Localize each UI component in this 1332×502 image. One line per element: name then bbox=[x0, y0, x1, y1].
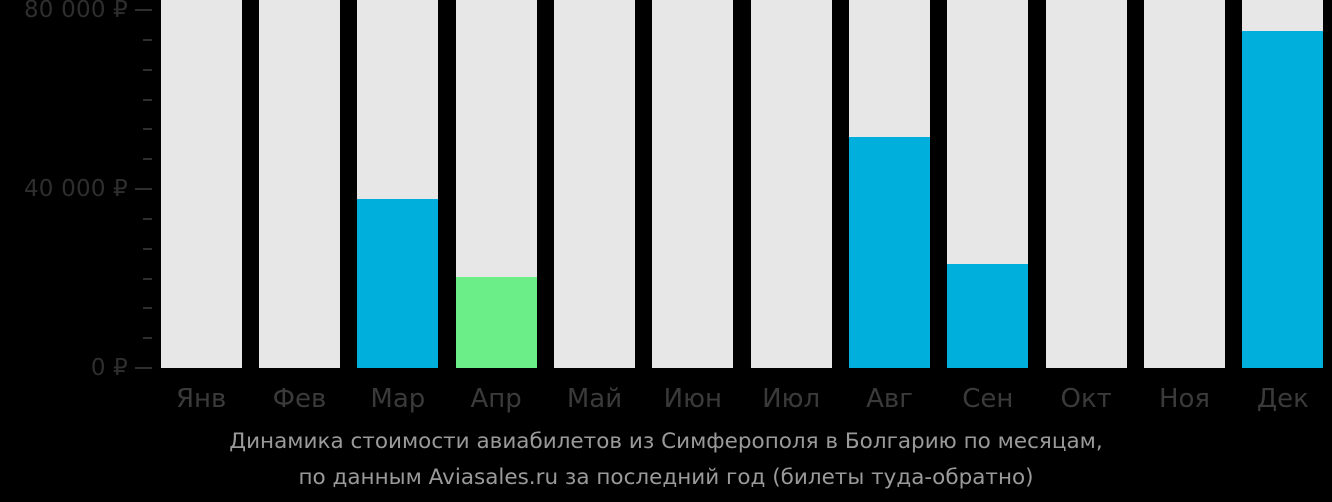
bar-group[interactable]: Май bbox=[554, 0, 635, 502]
y-axis-tick-label: 80 000 ₽ bbox=[23, 0, 128, 23]
y-axis-tick-mark-icon bbox=[135, 9, 152, 11]
bar-group[interactable]: Ноя bbox=[1144, 0, 1225, 502]
x-axis-month-label: Июл bbox=[762, 384, 821, 414]
x-axis-month-label: Мар bbox=[370, 384, 426, 414]
bar-track bbox=[160, 0, 242, 368]
x-axis-month-label: Фев bbox=[272, 384, 327, 414]
plot-area: Янв Фев Мар Апр Май Июн Июл Авг Сен Окт Ноя Дек bbox=[152, 0, 1332, 502]
x-axis-month-label: Авг bbox=[866, 384, 913, 414]
bar-group[interactable]: Июл bbox=[750, 0, 832, 502]
y-axis-tick-mark-icon bbox=[143, 247, 152, 250]
bar-track bbox=[750, 0, 832, 368]
y-axis: 80 000 ₽ 40 000 ₽ 0 ₽ bbox=[0, 0, 152, 502]
y-axis-tick-label: 40 000 ₽ bbox=[23, 175, 128, 202]
x-axis-month-label: Янв bbox=[175, 384, 227, 414]
y-axis-tick-mark-icon bbox=[143, 38, 152, 41]
x-axis-month-label: Май bbox=[566, 384, 623, 414]
bar-value[interactable] bbox=[849, 137, 930, 368]
bar-track bbox=[1045, 0, 1127, 368]
bar-track bbox=[259, 0, 340, 368]
x-axis-month-label: Апр bbox=[470, 384, 522, 414]
x-axis-month-label: Дек bbox=[1256, 384, 1309, 414]
y-axis-tick-mark-icon bbox=[143, 217, 152, 220]
bar-group[interactable]: Авг bbox=[849, 0, 930, 502]
y-axis-tick-mark-icon bbox=[143, 307, 152, 310]
caption-line-1: Динамика стоимости авиабилетов из Симфер… bbox=[229, 429, 1103, 454]
x-axis-month-label: Окт bbox=[1060, 384, 1112, 414]
bar-value[interactable] bbox=[1242, 31, 1324, 368]
y-axis-tick-mark-icon bbox=[143, 128, 152, 131]
bar-group[interactable]: Апр bbox=[455, 0, 537, 502]
bar-value[interactable] bbox=[947, 264, 1029, 368]
bar-value-cheapest[interactable] bbox=[455, 277, 537, 368]
y-axis-tick-mark-icon bbox=[143, 337, 152, 340]
y-axis-tick-mark-icon bbox=[143, 98, 152, 101]
bar-group[interactable]: Июн bbox=[652, 0, 734, 502]
x-axis-month-label: Сен bbox=[962, 384, 1014, 414]
y-axis-tick-mark-icon bbox=[135, 367, 152, 369]
bar-track bbox=[652, 0, 734, 368]
chart-caption: Динамика стоимости авиабилетов из Симфер… bbox=[0, 424, 1332, 496]
bar-group[interactable]: Янв bbox=[160, 0, 242, 502]
y-axis-tick-label: 0 ₽ bbox=[90, 354, 128, 381]
x-axis-month-label: Ноя bbox=[1158, 384, 1211, 414]
y-axis-tick-mark-icon bbox=[143, 68, 152, 71]
y-axis-tick-mark-icon bbox=[135, 188, 152, 190]
bar-group[interactable]: Фев bbox=[259, 0, 340, 502]
y-axis-tick-mark-icon bbox=[143, 158, 152, 161]
bar-value[interactable] bbox=[357, 198, 439, 368]
y-axis-tick-mark-icon bbox=[143, 277, 152, 280]
bar-group[interactable]: Окт bbox=[1045, 0, 1127, 502]
x-axis-month-label: Июн bbox=[663, 384, 722, 414]
bar-group[interactable]: Мар bbox=[357, 0, 439, 502]
bar-group[interactable]: Сен bbox=[947, 0, 1029, 502]
bar-track bbox=[554, 0, 635, 368]
bar-track bbox=[1144, 0, 1225, 368]
bar-group[interactable]: Дек bbox=[1242, 0, 1324, 502]
caption-line-2: по данным Aviasales.ru за последний год … bbox=[298, 465, 1034, 490]
